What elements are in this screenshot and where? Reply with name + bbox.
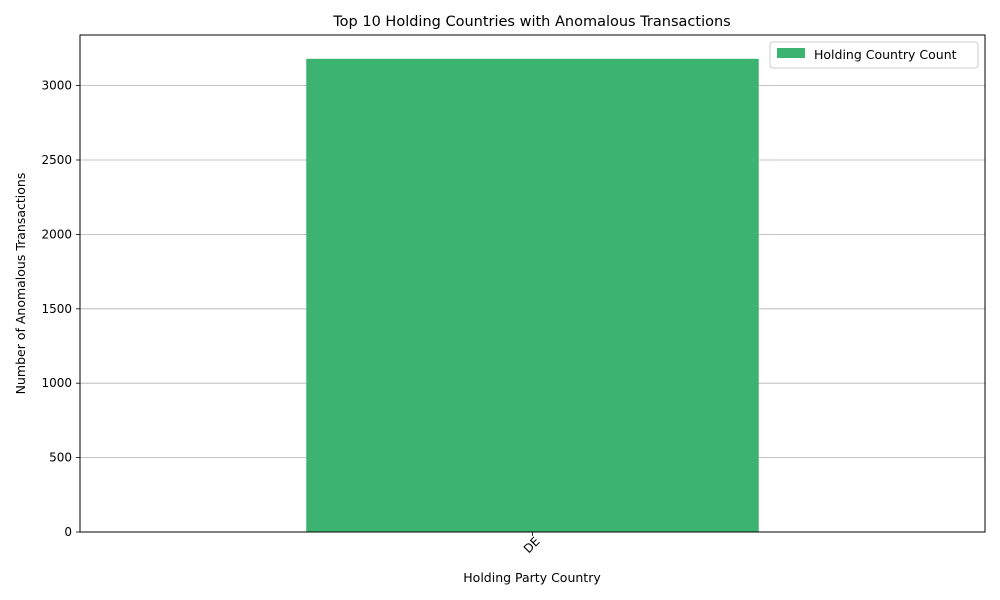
y-tick-label: 500: [49, 451, 72, 465]
y-axis-label: Number of Anomalous Transactions: [13, 173, 28, 395]
legend-label: Holding Country Count: [814, 47, 957, 62]
bars: [306, 58, 759, 533]
x-tick-label: DE: [521, 534, 543, 556]
y-tick-label: 2500: [41, 153, 72, 167]
legend-swatch: [777, 48, 805, 58]
y-axis: 0 500 1000 1500 2000 2500 3000: [41, 79, 80, 539]
x-axis-label: Holding Party Country: [463, 570, 601, 585]
chart-title: Top 10 Holding Countries with Anomalous …: [332, 14, 730, 30]
y-tick-label: 3000: [41, 79, 72, 93]
x-axis: DE: [521, 532, 543, 556]
y-tick-label: 0: [64, 525, 72, 539]
y-tick-label: 2000: [41, 227, 72, 241]
y-tick-label: 1000: [41, 376, 72, 390]
bar: [306, 58, 759, 533]
legend-box: [769, 41, 979, 69]
legend: Holding Country Count: [769, 41, 979, 69]
y-tick-label: 1500: [41, 302, 72, 316]
